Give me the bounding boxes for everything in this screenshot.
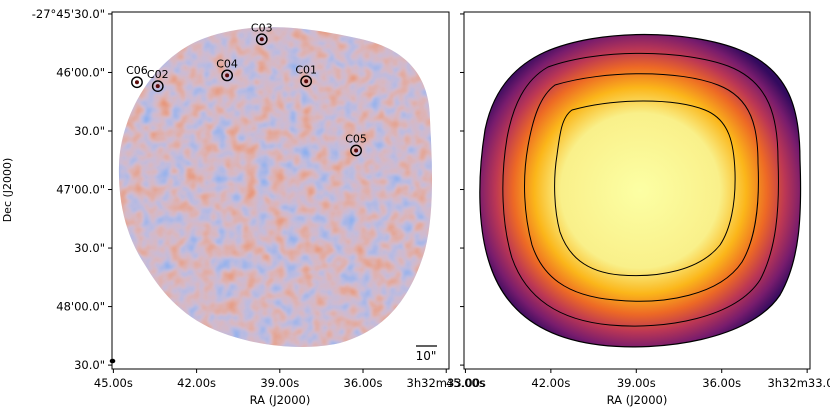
x-tick-label: 36.00s [344,376,383,390]
source-label-c02: C02 [147,68,169,81]
y-tick-label: 48'00.0" [56,300,105,314]
x-tick-label: 3h32m33.00s [407,376,486,390]
x-tick-label: 39.00s [617,376,656,390]
source-dot-c03 [259,37,264,42]
y-tick-label: -27°45'30.0" [32,7,105,21]
source-dot-c04 [225,73,230,78]
beam-ellipse [109,358,116,364]
scale-bar-label: 10" [416,349,437,363]
source-label-c03: C03 [251,21,273,34]
source-ring-c06 [131,76,143,89]
contour-2 [524,73,759,302]
source-ring-c01 [300,75,313,88]
source-markers: C01 C02 C03 C04 C05 C06 [126,21,367,157]
signal-map-image [118,27,433,347]
x-tick-label: 36.00s [702,376,741,390]
y-axis-label: Dec (J2000) [1,158,14,223]
x-tick-label: 39.00s [260,376,299,390]
source-label-c04: C04 [216,57,238,70]
source-dot-c01 [304,79,309,84]
x-tick-label: 45.00s [94,376,133,390]
x-tick-label: 45.00s [446,376,485,390]
x-tick-label: 3h32m33.00s [767,376,830,390]
source-ring-c03 [255,33,268,46]
x-tick-label: 42.00s [177,376,216,390]
y-tick-label: 47'00.0" [56,183,105,197]
x-axis-label-left: RA (J2000) [250,393,311,407]
x-axis-ticks-left: 45.00s 42.00s 39.00s 36.00s 3h32m33.00s [94,369,486,390]
source-ring-c02 [151,80,164,93]
primary-beam-image [479,33,802,348]
source-label-c01: C01 [295,63,317,76]
x-axis-ticks-right: 45.00s 42.00s 39.00s 36.00s 3h32m33.00s [446,369,830,390]
y-tick-label: 46'00.0" [56,65,105,79]
source-label-c05: C05 [345,133,367,146]
y-tick-label: 30.0" [74,358,105,372]
source-dot-c06 [134,80,139,85]
source-ring-c05 [350,144,362,157]
source-ring-c04 [221,69,234,82]
signal-map-panel: C01 C02 C03 C04 C05 C06 10" [109,11,450,370]
source-dot-c05 [354,148,359,153]
source-label-c06: C06 [126,64,148,77]
y-tick-label: 30.0" [74,124,105,138]
primary-beam-panel [463,11,811,370]
source-dot-c02 [155,84,160,89]
y-axis-ticks: -27°45'30.0" 46'00.0" 30.0" 47'00.0" 30.0" 48… [32,7,464,372]
x-tick-label: 42.00s [531,376,570,390]
x-axis-label-right: RA (J2000) [607,393,668,407]
y-tick-label: 30.0" [74,241,105,255]
contour-1 [502,52,779,327]
contour-3 [554,100,736,277]
